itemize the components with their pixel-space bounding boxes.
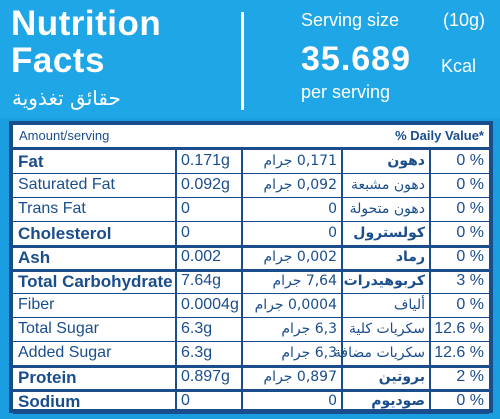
nutrient-amount-arabic: 0	[328, 393, 337, 409]
header-divider	[241, 12, 244, 110]
nutrient-label-arabic: ألياف	[393, 297, 425, 313]
nutrient-amount: 0.897g	[181, 368, 230, 385]
kcal-unit: Kcal	[441, 56, 477, 76]
kcal-value: 35.689	[301, 40, 411, 78]
nutrient-amount: 0.171g	[181, 152, 230, 169]
table-row: Sodium 0 0 صوديوم 0 %	[13, 390, 489, 414]
table-row: Fat 0.171g 0,171 جرام دهون 0 %	[13, 150, 489, 174]
table-row: Added Sugar 6.3g 6,3 جرام سكريات مضافة 12.6 …	[13, 342, 489, 368]
nutrient-amount: 0.092g	[181, 176, 230, 193]
nutrient-amount: 0.002	[181, 248, 222, 265]
daily-value-percent: 0 %	[456, 200, 484, 217]
nutrient-amount: 6.3g	[181, 320, 213, 337]
nutrient-label-arabic: صوديوم	[371, 393, 425, 409]
nutrient-amount-arabic: 6,3 جرام	[281, 321, 337, 337]
column-divider	[341, 147, 343, 413]
daily-value-percent: 0 %	[456, 176, 484, 193]
nutrient-label-arabic: دهون مشبعة	[350, 177, 425, 193]
nutrient-label: Protein	[18, 368, 77, 387]
amount-header: Amount/serving	[19, 128, 110, 143]
nutrient-label-arabic: كولسترول	[353, 225, 425, 241]
nutrient-label-arabic: سكريات مضافة	[333, 345, 425, 361]
nutrient-amount-arabic: 0,092 جرام	[263, 177, 337, 193]
nutrient-label-arabic: سكريات كلية	[348, 321, 425, 337]
nutrient-label: Fiber	[18, 296, 55, 313]
nutrient-label: Added Sugar	[18, 344, 112, 361]
title-arabic: حقائق تغذوية	[12, 86, 121, 110]
nutrient-amount: 0.0004g	[181, 296, 239, 313]
nutrient-label: Saturated Fat	[18, 176, 115, 193]
nutrient-amount-arabic: 0,0004 جرام	[254, 297, 337, 313]
table-row: Cholesterol 0 0 كولسترول 0 %	[13, 222, 489, 248]
nutrient-label: Trans Fat	[18, 200, 86, 217]
nutrient-amount: 0	[181, 392, 190, 409]
nutrient-amount: 0	[181, 224, 190, 241]
daily-value-percent: 0 %	[456, 392, 484, 409]
table-row: Saturated Fat 0.092g 0,092 جرام دهون مشبعة 0…	[13, 174, 489, 198]
nutrient-amount-arabic: 0,002 جرام	[263, 249, 337, 265]
daily-value-percent: 0 %	[456, 224, 484, 241]
column-divider	[175, 147, 177, 413]
nutrition-header: Nutrition Facts حقائق تغذوية Serving siz…	[0, 0, 500, 118]
table-row: Ash 0.002 0,002 جرام رماد 0 %	[13, 246, 489, 272]
daily-value-percent: 12.6 %	[434, 320, 484, 337]
table-row: Protein 0.897g 0,897 جرام بروتين 2 %	[13, 366, 489, 392]
nutrient-amount-arabic: 0	[328, 201, 337, 217]
nutrient-label: Total Carbohydrate	[18, 272, 173, 291]
nutrition-table: Amount/serving % Daily Value* Fat 0.171g 0…	[9, 121, 493, 414]
nutrient-amount-arabic: 7,64 جرام	[272, 273, 337, 289]
title-facts: Facts	[11, 41, 105, 80]
column-divider	[241, 147, 243, 413]
serving-size-value: (10g)	[443, 10, 486, 30]
column-divider	[429, 147, 431, 413]
nutrient-label-arabic: دهون متحولة	[349, 201, 425, 217]
table-row: Trans Fat 0 0 دهون متحولة 0 %	[13, 198, 489, 222]
nutrient-amount-arabic: 0	[328, 225, 337, 241]
daily-value-percent: 12.6 %	[434, 344, 484, 361]
nutrient-label: Fat	[18, 152, 44, 171]
daily-value-percent: 0 %	[456, 296, 484, 313]
table-row: Total Sugar 6.3g 6,3 جرام سكريات كلية 12.6 %	[13, 318, 489, 342]
table-row: Fiber 0.0004g 0,0004 جرام ألياف 0 %	[13, 294, 489, 318]
nutrient-amount: 0	[181, 200, 190, 217]
nutrient-label-arabic: رماد	[395, 249, 425, 265]
nutrient-label-arabic: دهون	[387, 153, 425, 169]
nutrient-label: Cholesterol	[18, 224, 112, 243]
nutrient-amount-arabic: 0,897 جرام	[263, 369, 337, 385]
daily-value-percent: 2 %	[456, 368, 484, 385]
per-serving: per serving	[301, 82, 391, 102]
nutrient-amount: 6.3g	[181, 344, 213, 361]
daily-value-percent: 3 %	[456, 272, 484, 289]
table-header: Amount/serving % Daily Value*	[13, 125, 489, 150]
daily-value-header: % Daily Value*	[395, 128, 484, 143]
daily-value-percent: 0 %	[456, 152, 484, 169]
serving-size-label: Serving size	[301, 10, 400, 30]
nutrient-label: Total Sugar	[18, 320, 99, 337]
daily-value-percent: 0 %	[456, 248, 484, 265]
nutrient-label-arabic: بروتين	[378, 369, 425, 385]
title-nutrition: Nutrition	[11, 4, 162, 43]
nutrient-amount-arabic: 6,3 جرام	[281, 345, 337, 361]
nutrient-amount-arabic: 0,171 جرام	[263, 153, 337, 169]
nutrient-label-arabic: كربوهيدرات	[343, 273, 425, 289]
table-row: Total Carbohydrate 7.64g 7,64 جرام كربوهيدر…	[13, 270, 489, 294]
nutrient-label: Sodium	[18, 392, 81, 411]
nutrient-label: Ash	[18, 248, 51, 267]
nutrient-amount: 7.64g	[181, 272, 222, 289]
